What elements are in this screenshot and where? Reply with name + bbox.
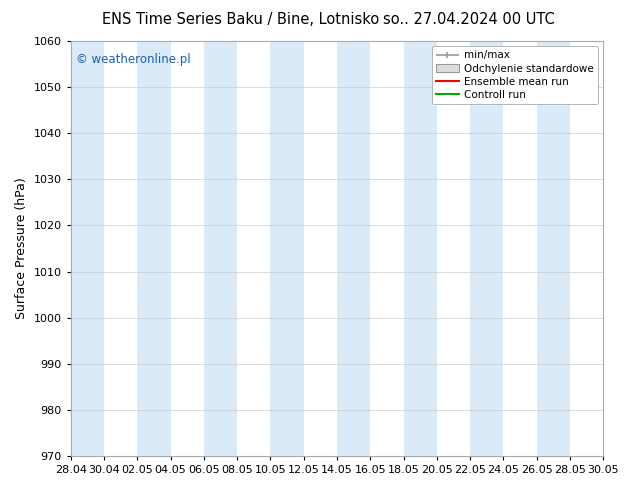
Bar (370, 41, 403, 456)
Bar (204, 41, 237, 456)
Bar (71, 41, 104, 456)
Bar (470, 41, 503, 456)
Y-axis label: Surface Pressure (hPa): Surface Pressure (hPa) (15, 178, 28, 319)
Bar (503, 41, 536, 456)
Bar (270, 41, 304, 456)
Text: © weatheronline.pl: © weatheronline.pl (76, 53, 191, 67)
Text: so.. 27.04.2024 00 UTC: so.. 27.04.2024 00 UTC (384, 12, 555, 27)
Bar (237, 41, 270, 456)
Bar (536, 41, 570, 456)
Bar (337, 41, 370, 456)
Bar (304, 41, 337, 456)
Bar (570, 41, 603, 456)
Bar (403, 41, 437, 456)
Bar (138, 41, 171, 456)
Text: ENS Time Series Baku / Bine, Lotnisko: ENS Time Series Baku / Bine, Lotnisko (102, 12, 380, 27)
Bar (437, 41, 470, 456)
Bar (171, 41, 204, 456)
Legend: min/max, Odchylenie standardowe, Ensemble mean run, Controll run: min/max, Odchylenie standardowe, Ensembl… (432, 46, 598, 104)
Bar (104, 41, 138, 456)
